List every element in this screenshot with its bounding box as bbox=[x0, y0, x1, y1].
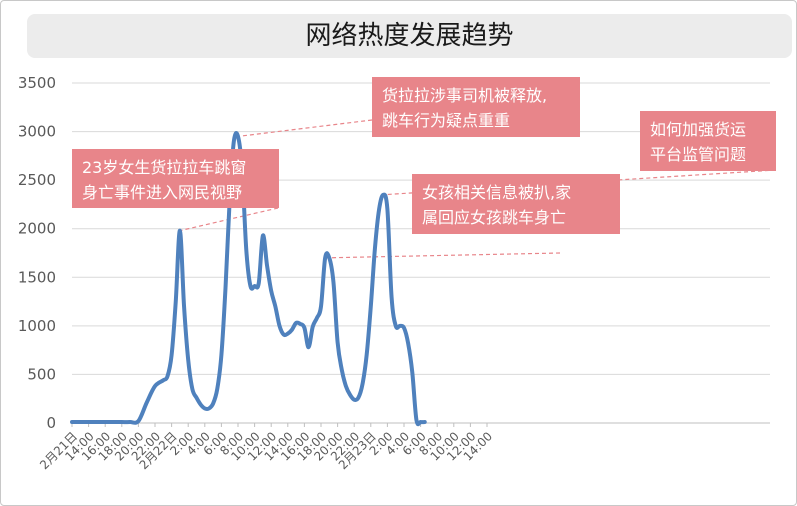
annotation-4-line-2: 平台监管问题 bbox=[650, 145, 747, 164]
chart-title-box: 网络热度发展趋势 bbox=[27, 14, 792, 58]
y-tick-label: 0 bbox=[46, 414, 56, 432]
y-tick-label: 2000 bbox=[18, 220, 56, 238]
annotation-callout-3: 女孩相关信息被扒,家 属回应女孩跳车身亡 bbox=[412, 174, 620, 234]
y-tick-label: 3000 bbox=[18, 123, 56, 141]
y-tick-label: 500 bbox=[27, 365, 56, 383]
series-line bbox=[70, 131, 427, 427]
annotation-leader-line bbox=[237, 119, 373, 138]
annotation-3-line-1: 女孩相关信息被扒,家 bbox=[422, 183, 572, 202]
y-tick-label: 3500 bbox=[18, 74, 56, 92]
annotation-1-line-1: 23岁女生货拉拉车跳窗 bbox=[82, 158, 247, 177]
annotation-callout-4: 如何加强货运 平台监管问题 bbox=[640, 111, 776, 171]
annotation-callout-1: 23岁女生货拉拉车跳窗 身亡事件进入网民视野 bbox=[72, 149, 279, 208]
annotation-callout-2: 货拉拉涉事司机被释放, 跳车行为疑点重重 bbox=[372, 77, 580, 137]
annotation-leader-line bbox=[325, 252, 561, 259]
annotation-1-line-2: 身亡事件进入网民视野 bbox=[82, 183, 243, 202]
annotation-2-line-2: 跳车行为疑点重重 bbox=[382, 111, 511, 130]
annotation-3-line-2: 属回应女孩跳车身亡 bbox=[422, 208, 567, 227]
y-tick-label: 1500 bbox=[18, 268, 56, 286]
chart-title: 网络热度发展趋势 bbox=[305, 21, 514, 51]
annotation-2-line-1: 货拉拉涉事司机被释放, bbox=[382, 86, 548, 105]
annotation-4-line-1: 如何加强货运 bbox=[650, 120, 747, 139]
y-tick-label: 1000 bbox=[18, 317, 56, 335]
y-tick-label: 2500 bbox=[18, 171, 56, 189]
